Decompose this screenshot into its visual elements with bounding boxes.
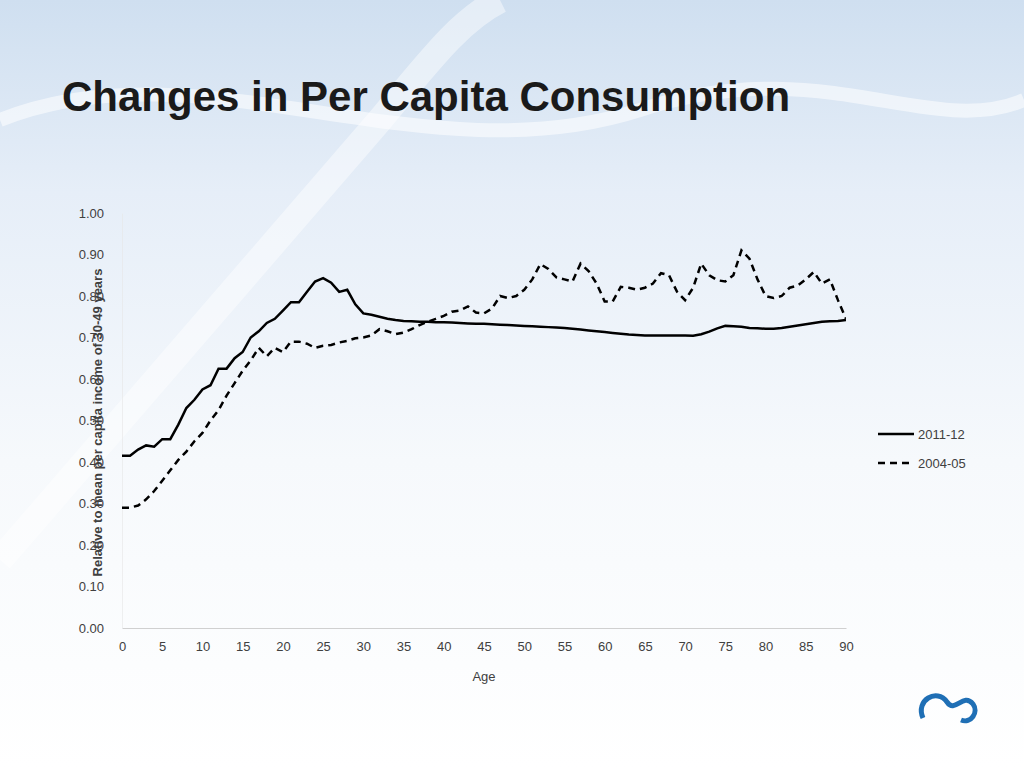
x-tick: 50 (517, 628, 531, 654)
x-tick: 25 (316, 628, 330, 654)
x-tick-label: 20 (276, 639, 290, 654)
x-tick: 70 (678, 628, 692, 654)
x-tick-label: 30 (357, 639, 371, 654)
y-axis: 0.000.100.200.300.400.500.600.700.800.90… (79, 206, 123, 636)
plot-area (122, 250, 846, 507)
x-axis-line (123, 628, 847, 629)
y-tick: 0.00 (79, 621, 122, 636)
x-tick: 90 (839, 628, 853, 654)
x-tick: 30 (357, 628, 371, 654)
x-tick-label: 0 (119, 639, 126, 654)
y-axis-title: Relative to mean per capita income of 30… (90, 269, 105, 577)
x-tick-label: 80 (759, 639, 773, 654)
x-axis-title: Age (472, 669, 495, 684)
x-tick: 85 (799, 628, 813, 654)
logo-icon (921, 696, 975, 721)
x-tick: 75 (719, 628, 733, 654)
x-tick-label: 55 (558, 639, 572, 654)
x-tick-label: 50 (517, 639, 531, 654)
y-tick: 0.90 (79, 247, 122, 262)
x-tick-label: 25 (316, 639, 330, 654)
y-tick: 1.00 (79, 206, 122, 221)
series-line (122, 250, 846, 507)
x-tick-label: 75 (719, 639, 733, 654)
legend-label: 2011-12 (918, 427, 965, 442)
y-tick-label: 1.00 (79, 206, 104, 221)
x-tick-label: 10 (196, 639, 210, 654)
legend-swatch (878, 462, 914, 465)
x-tick: 15 (236, 628, 250, 654)
y-tick: 0.10 (79, 579, 122, 594)
x-tick-label: 90 (839, 639, 853, 654)
x-tick: 20 (276, 628, 290, 654)
legend: 2011-12 2004-05 (878, 427, 966, 471)
logo-shape (921, 696, 975, 721)
x-tick-label: 60 (598, 639, 612, 654)
x-tick: 35 (397, 628, 411, 654)
x-tick: 0 (119, 628, 126, 654)
legend-label: 2004-05 (918, 456, 966, 471)
x-tick: 80 (759, 628, 773, 654)
x-axis: 0 5 10 15 20 25 30 35 40 45 50 55 60 65 70 75 80 85 90 (119, 628, 854, 654)
series-line (122, 278, 846, 456)
background-decoration (0, 0, 1024, 560)
x-tick: 5 (159, 628, 166, 654)
x-tick: 60 (598, 628, 612, 654)
x-tick-label: 85 (799, 639, 813, 654)
x-tick-label: 70 (678, 639, 692, 654)
x-tick-label: 40 (437, 639, 451, 654)
y-axis-line (122, 214, 123, 629)
x-tick: 10 (196, 628, 210, 654)
y-tick-label: 0.10 (79, 579, 104, 594)
x-tick: 45 (477, 628, 491, 654)
x-tick: 65 (638, 628, 652, 654)
y-tick-label: 0.00 (79, 621, 104, 636)
x-tick: 55 (558, 628, 572, 654)
title: Changes in Per Capita Consumption (62, 73, 790, 120)
x-tick-label: 45 (477, 639, 491, 654)
y-tick-label: 0.90 (79, 247, 104, 262)
x-tick-label: 15 (236, 639, 250, 654)
legend-swatch (878, 433, 914, 436)
x-tick-label: 5 (159, 639, 166, 654)
x-tick: 40 (437, 628, 451, 654)
chart: Changes in Per Capita Consumption 0 5 10 15 2… (0, 0, 1024, 768)
x-tick-label: 65 (638, 639, 652, 654)
x-tick-label: 35 (397, 639, 411, 654)
